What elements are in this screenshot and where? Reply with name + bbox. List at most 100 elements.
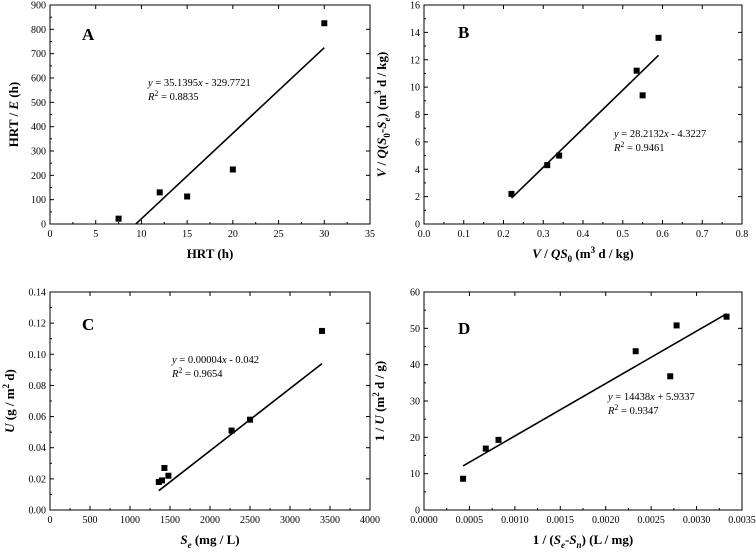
y-tick-label: 300 bbox=[31, 147, 46, 158]
y-tick-label: 2 bbox=[415, 192, 420, 203]
x-tick-label: 0 bbox=[48, 229, 53, 240]
x-tick-label: 0.7 bbox=[696, 229, 709, 240]
fit-equation: y = 0.00004x - 0.042 bbox=[171, 355, 259, 366]
x-tick-label: 1000 bbox=[120, 515, 140, 526]
data-point bbox=[460, 475, 467, 482]
panel-label: B bbox=[458, 23, 469, 42]
x-tick-label: 0.0000 bbox=[410, 515, 438, 526]
fit-r-squared: R2 = 0.8835 bbox=[147, 89, 198, 103]
y-tick-label: 40 bbox=[410, 360, 420, 371]
y-tick-label: 50 bbox=[410, 324, 420, 335]
data-point bbox=[321, 20, 328, 27]
fit-equation: y = 35.1395x - 329.7721 bbox=[147, 78, 251, 89]
y-tick-label: 0.12 bbox=[29, 319, 47, 330]
data-point bbox=[115, 215, 122, 222]
data-point bbox=[228, 427, 235, 434]
y-tick-label: 200 bbox=[31, 171, 46, 182]
data-point bbox=[723, 313, 730, 320]
y-tick-label: 800 bbox=[31, 25, 46, 36]
y-tick-label: 0.06 bbox=[29, 412, 47, 423]
data-point bbox=[159, 477, 165, 484]
panel-a: 0 5 10 15 20 25 30 35 0 100 200 300 400 500 600 700 800 9… bbox=[6, 1, 375, 262]
x-axis-title: 1 / (Se-Sn) (L / mg) bbox=[533, 532, 633, 550]
y-tick-label: 60 bbox=[410, 288, 420, 299]
y-tick-label: 0 bbox=[415, 220, 420, 231]
x-axis-title: V / QS0 (m3 d / kg) bbox=[532, 245, 634, 264]
data-point bbox=[184, 193, 191, 200]
plot-frame bbox=[49, 4, 371, 225]
data-point bbox=[495, 436, 502, 443]
x-axis-title: Se (mg / L) bbox=[180, 532, 239, 550]
y-tick-label: 0.14 bbox=[29, 288, 47, 299]
data-point bbox=[319, 327, 325, 334]
data-point bbox=[156, 189, 163, 196]
fit-line bbox=[135, 47, 325, 225]
x-tick-label: 2500 bbox=[240, 515, 260, 526]
data-point bbox=[632, 348, 639, 355]
data-point bbox=[155, 478, 162, 485]
x-tick-label: 1500 bbox=[160, 515, 180, 526]
y-axis-title: HRT / E (h) bbox=[6, 82, 21, 147]
x-tick-label: 0.0035 bbox=[728, 515, 756, 526]
data-point bbox=[482, 445, 489, 452]
fit-line bbox=[462, 313, 727, 467]
y-axis-title: V / Q(S0-Se) (m3 d / kg) bbox=[373, 52, 392, 178]
x-tick-label: 0.0030 bbox=[683, 515, 711, 526]
x-tick-label: 0.0005 bbox=[456, 515, 484, 526]
fit-equation: y = 14438x + 5.9337 bbox=[607, 392, 695, 403]
x-tick-label: 4000 bbox=[360, 515, 380, 526]
y-tick-label: 0.00 bbox=[29, 506, 47, 517]
y-tick-label: 100 bbox=[31, 195, 46, 206]
x-tick-label: 25 bbox=[274, 229, 284, 240]
y-tick-label: 10 bbox=[410, 83, 420, 94]
x-tick-label: 30 bbox=[319, 229, 329, 240]
x-tick-label: 3000 bbox=[280, 515, 300, 526]
fit-line bbox=[158, 362, 323, 492]
data-point bbox=[247, 416, 253, 423]
x-tick-label: 0.2 bbox=[497, 229, 510, 240]
data-point bbox=[667, 373, 674, 380]
x-tick-label: 15 bbox=[182, 229, 192, 240]
x-tick-label: 5 bbox=[93, 229, 98, 240]
y-tick-label: 600 bbox=[31, 74, 46, 85]
plot-frame bbox=[49, 291, 371, 511]
x-tick-label: 0.0 bbox=[418, 229, 431, 240]
x-tick-label: 20 bbox=[228, 229, 238, 240]
fit-r-squared: R2 = 0.9654 bbox=[171, 366, 223, 380]
x-tick-label: 0.1 bbox=[458, 229, 471, 240]
x-tick-label: 0.6 bbox=[656, 229, 669, 240]
data-point bbox=[508, 190, 515, 197]
x-tick-label: 10 bbox=[136, 229, 146, 240]
panel-d: 0.0000 0.0005 0.0010 0.0015 0.0020 0.0025 0.00… bbox=[371, 288, 756, 551]
panel-b: 0.0 0.1 0.2 0.3 0.4 0.5 0.6 0.7 0.8 0 2 4 6 8 10 12 14 16… bbox=[373, 1, 748, 265]
x-tick-label: 0.5 bbox=[617, 229, 630, 240]
x-tick-label: 35 bbox=[365, 229, 375, 240]
data-point bbox=[229, 166, 236, 173]
x-tick-label: 0.0020 bbox=[592, 515, 620, 526]
x-tick-label: 0.0025 bbox=[637, 515, 665, 526]
fit-r-squared: R2 = 0.9461 bbox=[613, 140, 664, 154]
y-tick-label: 30 bbox=[410, 397, 420, 408]
y-tick-label: 10 bbox=[410, 469, 420, 480]
y-axis-title: 1 / U (m2 d / g) bbox=[371, 361, 387, 441]
y-tick-label: 400 bbox=[31, 122, 46, 133]
data-point bbox=[165, 472, 172, 479]
x-axis-title: HRT (h) bbox=[187, 246, 234, 261]
y-tick-label: 6 bbox=[415, 137, 420, 148]
y-tick-label: 14 bbox=[410, 28, 420, 39]
y-tick-label: 16 bbox=[410, 1, 420, 12]
data-point bbox=[639, 92, 646, 99]
x-tick-label: 0 bbox=[48, 515, 53, 526]
y-tick-label: 0 bbox=[41, 220, 46, 231]
data-point bbox=[673, 322, 680, 329]
y-tick-label: 0.10 bbox=[29, 350, 47, 361]
x-tick-label: 0.4 bbox=[577, 229, 590, 240]
x-tick-label: 500 bbox=[83, 515, 98, 526]
data-point bbox=[633, 67, 640, 74]
y-tick-label: 4 bbox=[415, 165, 420, 176]
y-tick-label: 8 bbox=[415, 110, 420, 121]
fit-equation: y = 28.2132x - 4.3227 bbox=[613, 129, 706, 140]
y-tick-label: 700 bbox=[31, 49, 46, 60]
x-tick-label: 0.0015 bbox=[547, 515, 575, 526]
